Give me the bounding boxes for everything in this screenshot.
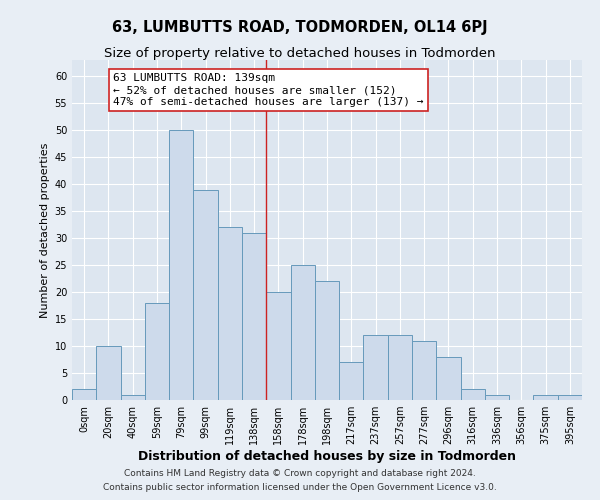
- Bar: [96, 346, 121, 400]
- Bar: [193, 190, 218, 400]
- Bar: [121, 394, 145, 400]
- Bar: [169, 130, 193, 400]
- Bar: [412, 340, 436, 400]
- Text: Size of property relative to detached houses in Todmorden: Size of property relative to detached ho…: [104, 48, 496, 60]
- Bar: [533, 394, 558, 400]
- Bar: [266, 292, 290, 400]
- X-axis label: Distribution of detached houses by size in Todmorden: Distribution of detached houses by size …: [138, 450, 516, 463]
- Bar: [388, 335, 412, 400]
- Bar: [485, 394, 509, 400]
- Bar: [461, 389, 485, 400]
- Bar: [436, 357, 461, 400]
- Bar: [72, 389, 96, 400]
- Y-axis label: Number of detached properties: Number of detached properties: [40, 142, 50, 318]
- Text: Contains HM Land Registry data © Crown copyright and database right 2024.: Contains HM Land Registry data © Crown c…: [124, 468, 476, 477]
- Text: 63, LUMBUTTS ROAD, TODMORDEN, OL14 6PJ: 63, LUMBUTTS ROAD, TODMORDEN, OL14 6PJ: [112, 20, 488, 35]
- Text: 63 LUMBUTTS ROAD: 139sqm
← 52% of detached houses are smaller (152)
47% of semi-: 63 LUMBUTTS ROAD: 139sqm ← 52% of detach…: [113, 74, 424, 106]
- Bar: [558, 394, 582, 400]
- Bar: [339, 362, 364, 400]
- Bar: [315, 282, 339, 400]
- Bar: [364, 335, 388, 400]
- Bar: [242, 232, 266, 400]
- Bar: [145, 303, 169, 400]
- Text: Contains public sector information licensed under the Open Government Licence v3: Contains public sector information licen…: [103, 484, 497, 492]
- Bar: [290, 265, 315, 400]
- Bar: [218, 228, 242, 400]
